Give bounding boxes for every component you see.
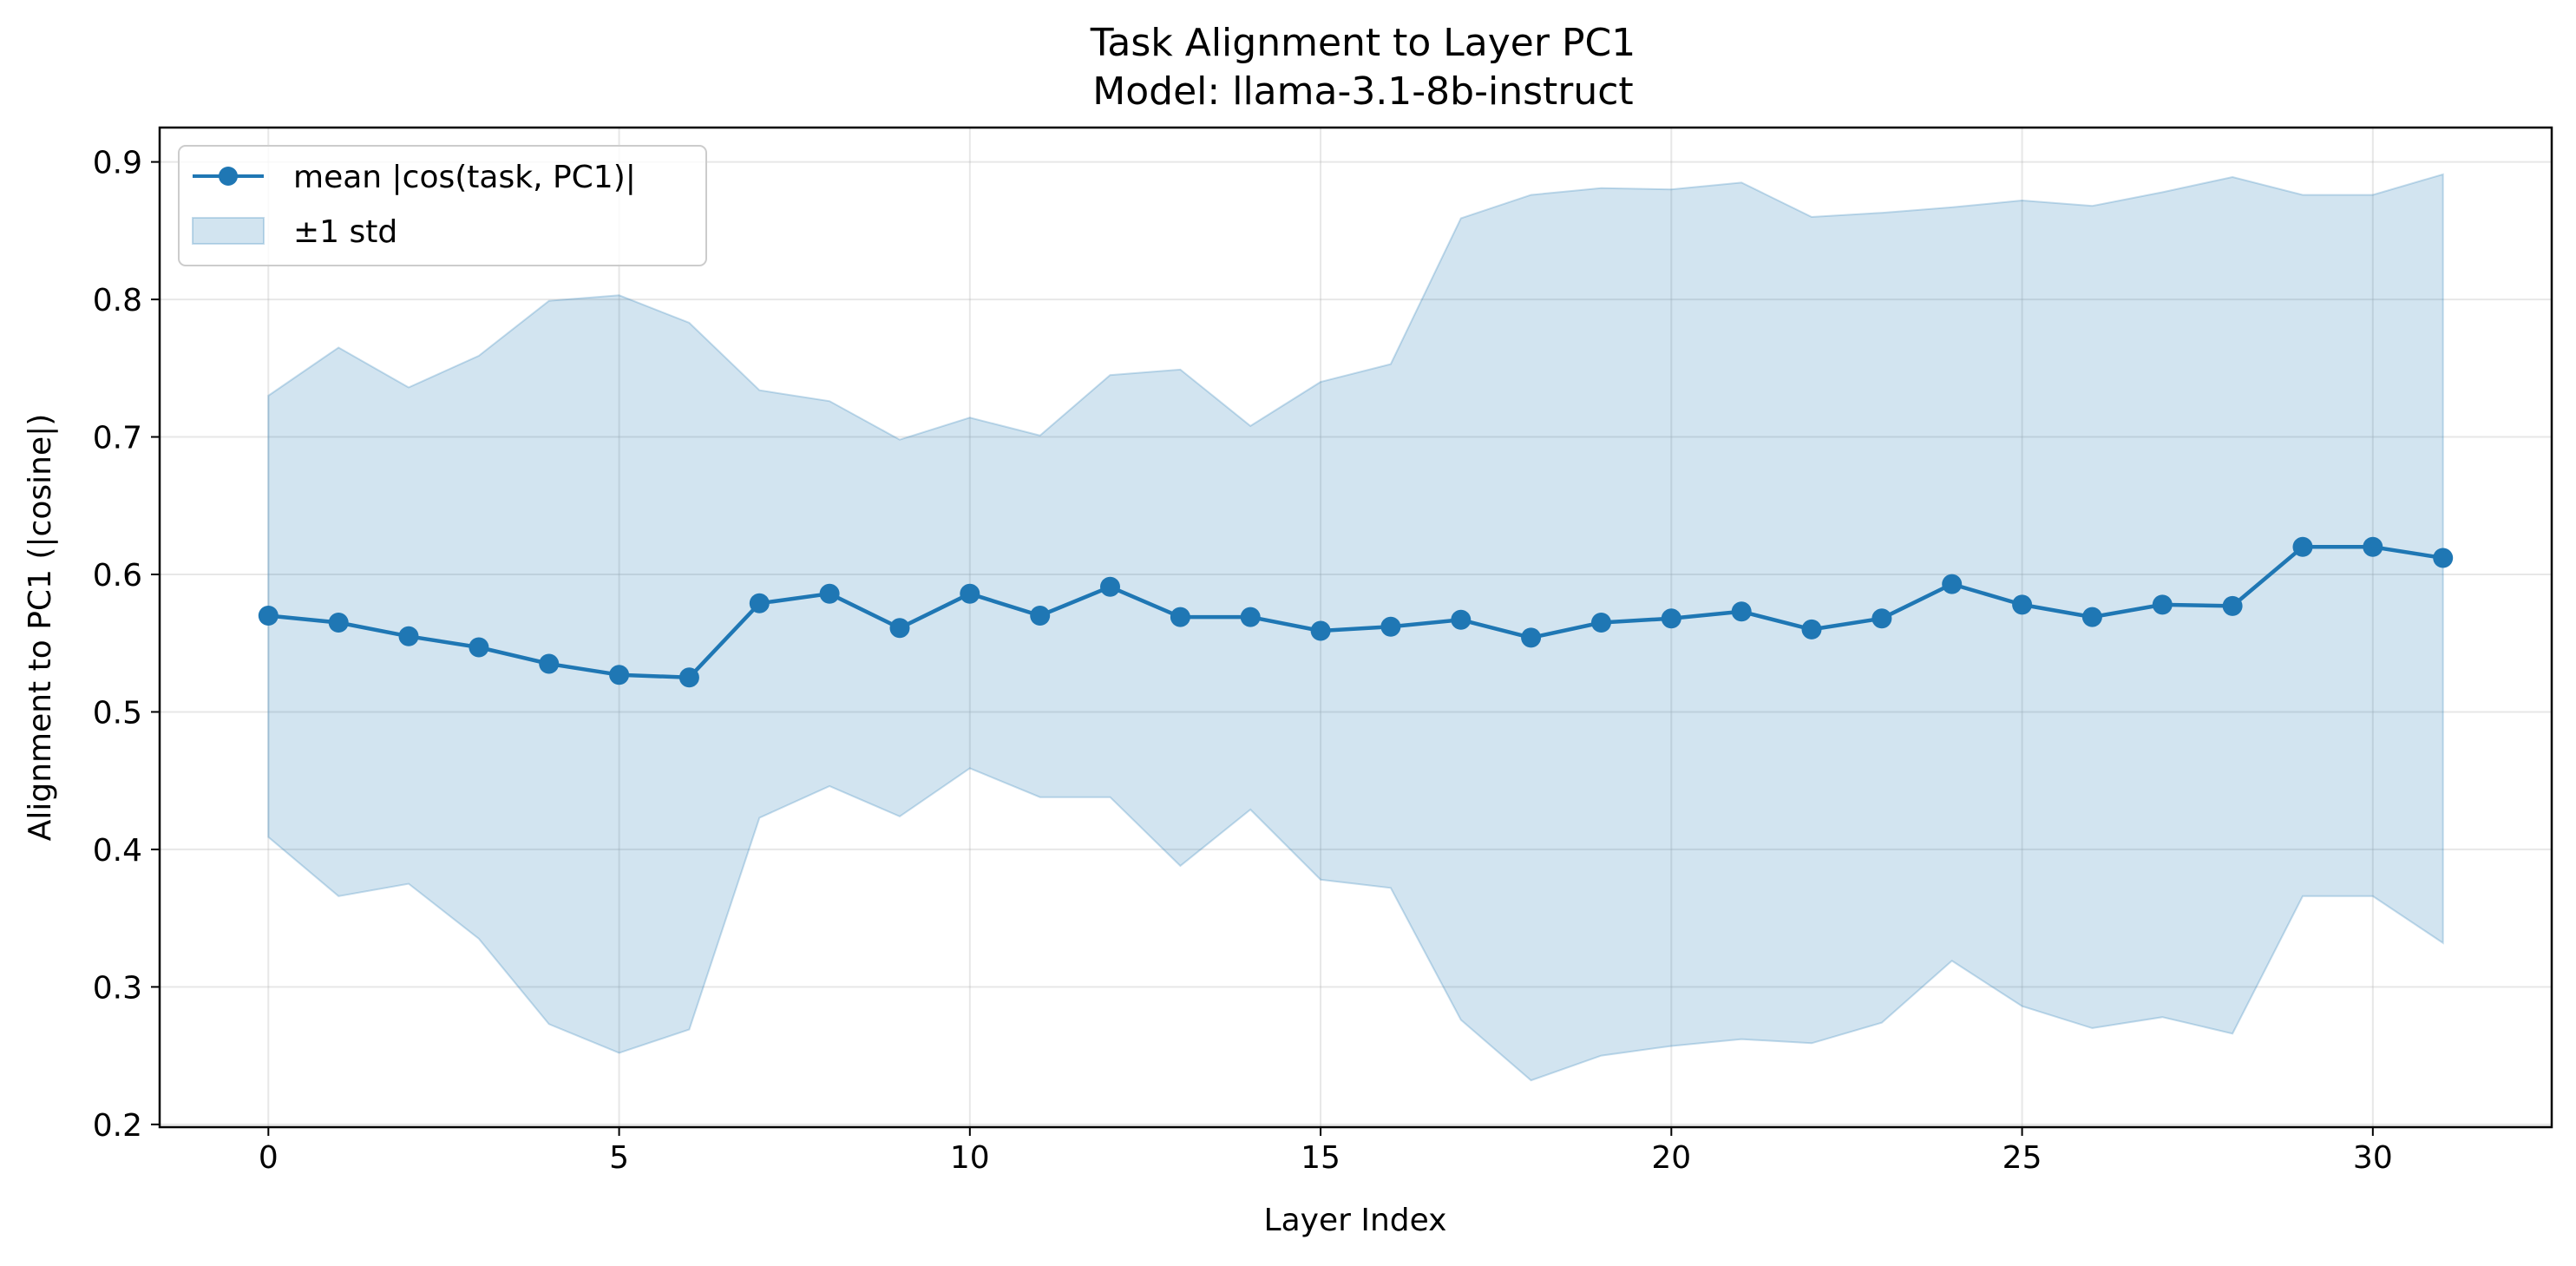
mean-point xyxy=(1310,620,1331,641)
x-axis-ticks: 0 5 10 15 20 25 30 xyxy=(259,1127,2393,1176)
mean-point xyxy=(2012,594,2033,615)
mean-point xyxy=(1380,616,1401,637)
mean-point xyxy=(1591,613,1611,633)
x-tick-label: 5 xyxy=(609,1140,629,1176)
mean-point xyxy=(2433,548,2454,568)
mean-point xyxy=(1521,627,1542,648)
x-axis-label: Layer Index xyxy=(1264,1203,1447,1238)
mean-point xyxy=(2081,607,2102,627)
mean-point xyxy=(1030,606,1051,626)
mean-point xyxy=(1100,576,1120,597)
mean-point xyxy=(539,653,560,674)
points-layer xyxy=(258,536,2454,688)
mean-point xyxy=(2222,595,2243,616)
legend-band-swatch xyxy=(192,217,265,245)
mean-point xyxy=(2292,536,2313,557)
x-tick-label: 20 xyxy=(1651,1140,1691,1176)
chart-subtitle: Model: llama-3.1-8b-instruct xyxy=(1092,69,1633,114)
chart-title: Task Alignment to Layer PC1 xyxy=(1090,21,1635,65)
mean-point xyxy=(1731,601,1752,622)
y-tick-label: 0.6 xyxy=(93,558,142,594)
mean-point xyxy=(889,618,910,639)
x-tick-label: 10 xyxy=(950,1140,990,1176)
y-tick-label: 0.3 xyxy=(93,970,142,1006)
y-tick-label: 0.9 xyxy=(93,146,142,181)
mean-point xyxy=(328,613,349,633)
line-layer xyxy=(268,545,2444,680)
mean-point xyxy=(819,583,840,604)
mean-point xyxy=(1871,608,1892,629)
y-axis-ticks: 0.2 0.3 0.4 0.5 0.6 0.7 0.8 0.9 xyxy=(93,146,160,1144)
mean-line xyxy=(268,545,2444,680)
mean-point xyxy=(1170,607,1190,627)
x-tick-label: 0 xyxy=(259,1140,279,1176)
mean-point xyxy=(1451,609,1472,630)
plot-frame xyxy=(158,126,2553,1129)
y-tick-label: 0.7 xyxy=(93,421,142,456)
x-tick-label: 25 xyxy=(2002,1140,2042,1176)
mean-point xyxy=(678,667,699,688)
y-tick-label: 0.8 xyxy=(93,283,142,318)
legend-marker-swatch xyxy=(219,167,238,186)
mean-point xyxy=(609,665,630,685)
mean-point xyxy=(469,637,489,658)
y-tick-label: 0.2 xyxy=(93,1108,142,1144)
legend-band-label: ±1 std xyxy=(293,214,397,250)
mean-point xyxy=(1942,574,1963,594)
mean-point xyxy=(960,583,980,604)
grid xyxy=(160,128,2552,1127)
y-tick-label: 0.5 xyxy=(93,695,142,731)
legend-series-label: mean |cos(task, PC1)| xyxy=(293,160,636,195)
mean-point xyxy=(398,626,419,646)
y-axis-label: Alignment to PC1 (|cosine|) xyxy=(23,414,58,842)
mean-point xyxy=(1240,607,1261,627)
mean-point xyxy=(749,593,770,613)
legend: mean |cos(task, PC1)| ±1 std xyxy=(178,145,707,266)
mean-point xyxy=(258,606,279,626)
mean-point xyxy=(1801,619,1822,640)
mean-point xyxy=(2363,536,2383,557)
mean-point xyxy=(1661,608,1681,629)
mean-point xyxy=(2152,594,2173,615)
x-tick-label: 15 xyxy=(1301,1140,1340,1176)
legend-box xyxy=(178,145,707,266)
x-tick-label: 30 xyxy=(2353,1140,2393,1176)
y-tick-label: 0.4 xyxy=(93,833,142,869)
